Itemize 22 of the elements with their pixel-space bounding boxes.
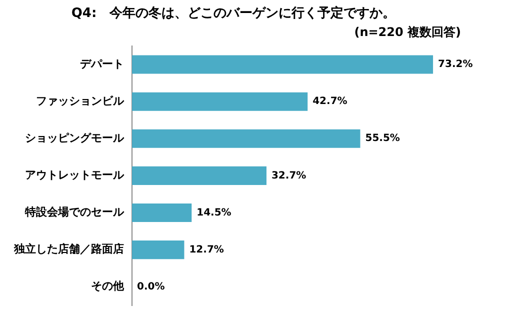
data-label: 12.7%	[189, 244, 224, 256]
data-label: 32.7%	[271, 170, 306, 182]
y-tick-label: ショッピングモール	[25, 132, 125, 144]
chart-title: Q4: 今年の冬は、どこのバーゲンに行く予定ですか。	[71, 5, 396, 22]
bar	[132, 240, 184, 260]
y-tick-label: その他	[91, 280, 125, 293]
chart-subtitle: (n=220 複数回答)	[354, 24, 461, 39]
bar	[132, 129, 360, 148]
data-label: 42.7%	[312, 96, 348, 108]
data-label: 0.0%	[137, 281, 165, 292]
bar	[132, 55, 434, 74]
y-tick-label: 独立した店舗／路面店	[13, 242, 124, 256]
y-tick-label: 特設会場でのセール	[24, 206, 125, 219]
bar	[132, 92, 308, 111]
data-label: 14.5%	[196, 207, 232, 218]
bar	[132, 203, 192, 222]
bar	[132, 166, 266, 185]
data-label: 55.5%	[365, 133, 400, 144]
y-tick-label: アウトレットモール	[25, 168, 125, 182]
y-tick-label: ファッションビル	[36, 94, 125, 108]
data-label: 73.2%	[438, 59, 473, 70]
y-tick-label: デパート	[80, 57, 124, 70]
